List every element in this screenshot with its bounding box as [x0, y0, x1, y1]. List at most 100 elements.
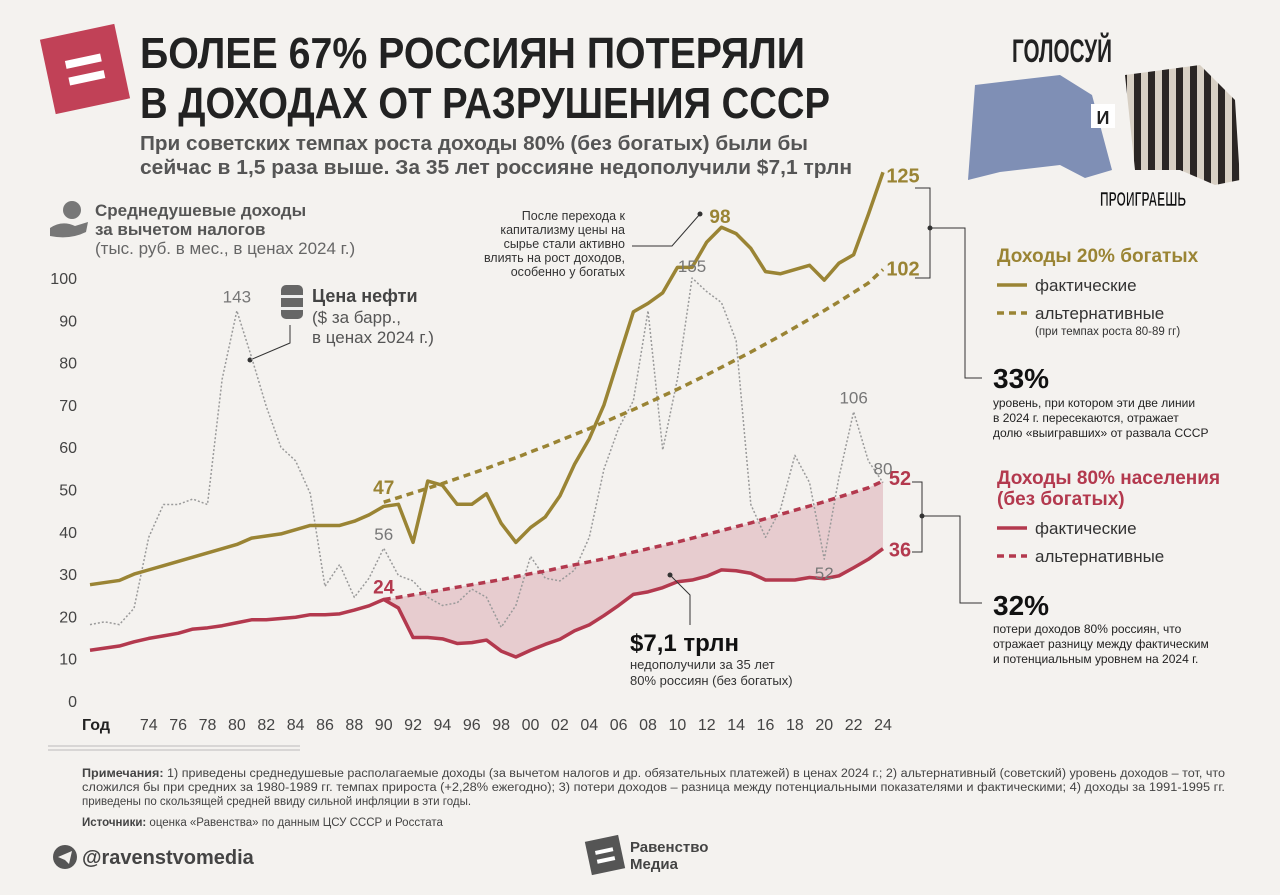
callout-text: потери доходов 80% россиян, что	[993, 622, 1182, 636]
plot: 0 10 20 30 40 50 60 70 80 90 100 74 76 78 80 82 84 86 88 90…	[50, 165, 919, 734]
callout-text: в 2024 г. пересекаются, отражает	[993, 411, 1179, 425]
oil-name: Цена нефти	[312, 286, 418, 306]
legend-label: альтернативные	[1035, 547, 1164, 566]
x-tick-label: 98	[492, 717, 510, 734]
x-tick-label: 14	[727, 717, 745, 734]
x-tick-label: 74	[140, 717, 158, 734]
y-tick-label: 70	[59, 398, 77, 415]
y-tick-label: 50	[59, 483, 77, 500]
x-tick-label: 24	[874, 717, 892, 734]
subtitle: При советских темпах роста доходы 80% (б…	[140, 133, 808, 155]
data-label: 155	[678, 257, 706, 276]
note-text: 1) приведены среднедушевые располагаемые…	[164, 768, 1225, 780]
x-tick-label: 18	[786, 717, 804, 734]
gap-text: 80% россиян (без богатых)	[630, 673, 793, 688]
promo-text: ГОЛОСУЙ	[1012, 33, 1112, 69]
annotation-text: сырье стали активно	[504, 237, 625, 251]
legend-label: альтернативные	[1035, 304, 1164, 323]
gap-value: $7,1 трлн	[630, 630, 739, 657]
series-line	[383, 479, 884, 602]
y-tick-label: 90	[59, 313, 77, 330]
legend-title: Доходы 80% населения	[997, 468, 1220, 489]
connector-dot	[919, 513, 925, 519]
data-label: 143	[223, 288, 251, 307]
x-tick-label: 00	[522, 717, 540, 734]
data-label: 52	[889, 468, 911, 490]
x-tick-label: 96	[463, 717, 481, 734]
series-line	[89, 277, 884, 629]
annotation-text: После перехода к	[522, 209, 626, 223]
x-tick-label: 90	[375, 717, 393, 734]
legend-note: (при темпах роста 80-89 гг)	[1035, 326, 1180, 338]
data-label: 56	[374, 525, 393, 544]
gap-text: недополучили за 35 лет	[630, 657, 775, 672]
x-tick-label: 78	[199, 717, 217, 734]
callout-value: 33%	[993, 363, 1049, 394]
x-tick-label: 16	[757, 717, 775, 734]
connector-dot	[697, 211, 703, 217]
peak-label: 98	[709, 207, 730, 228]
series-line	[383, 268, 885, 504]
x-tick-label: 82	[257, 717, 275, 734]
data-label: 47	[373, 478, 394, 499]
x-tick-label: 22	[845, 717, 863, 734]
data-label: 24	[373, 577, 395, 598]
callout-text: долю «выигравших» от развала СССР	[993, 426, 1208, 440]
series-line	[89, 547, 885, 659]
y-tick-label: 40	[59, 525, 77, 542]
promo: ГОЛОСУЙ И ПРОИГРАЕШЬ	[968, 33, 1240, 211]
y-tick-label: 80	[59, 356, 77, 373]
x-tick-label: 88	[345, 717, 363, 734]
annotation-text: капитализму цены на	[500, 223, 625, 237]
oil-unit: в ценах 2024 г.)	[312, 328, 434, 347]
source-text: оценка «Равенства» по данным ЦСУ СССР и …	[146, 817, 443, 829]
legend-label: фактические	[1035, 276, 1137, 295]
legend: Доходы 20% богатых фактические альтернатив…	[997, 246, 1220, 566]
note-label: Примечания:	[82, 768, 164, 780]
y-tick-label: 100	[50, 271, 77, 288]
y-label: Среднедушевые доходы за вычетом налогов …	[50, 201, 355, 258]
footer-logo	[584, 834, 626, 876]
x-tick-label: 84	[287, 717, 305, 734]
y-label: Среднедушевые доходы	[95, 201, 306, 220]
note-line: Примечания: 1) приведены среднедушевые р…	[82, 768, 1225, 780]
legend-title: (без богатых)	[997, 489, 1125, 510]
connector-dot	[667, 572, 673, 578]
title: В ДОХОДАХ ОТ РАЗРУШЕНИЯ СССР	[140, 79, 830, 128]
callout-text: уровень, при котором эти две линии	[993, 396, 1195, 410]
callout-value: 32%	[993, 590, 1049, 621]
connector	[632, 213, 701, 247]
x-tick-label: 08	[639, 717, 657, 734]
x-tick-label: 20	[815, 717, 833, 734]
connector-dot	[927, 225, 933, 231]
x-tick-label: 94	[434, 717, 452, 734]
y-tick-label: 0	[68, 694, 77, 711]
note-line: приведены по скользящей средней ввиду си…	[82, 796, 471, 808]
y-tick-label: 60	[59, 440, 77, 457]
brackets	[912, 187, 982, 604]
callout-text: и потенциальным уровнем на 2024 г.	[993, 652, 1198, 666]
promo-text: ПРОИГРАЕШЬ	[1100, 189, 1186, 211]
x-tick-label: 02	[551, 717, 569, 734]
y-unit: (тыс. руб. в мес., в ценах 2024 г.)	[95, 239, 355, 258]
annotation: После перехода к капитализму цены на сыр…	[484, 209, 626, 279]
x-tick-label: 04	[580, 717, 598, 734]
x-tick-label: 06	[610, 717, 628, 734]
data-label: 80	[874, 460, 893, 479]
y-tick-label: 30	[59, 567, 77, 584]
legend-label: фактические	[1035, 519, 1137, 538]
data-label: 106	[839, 389, 867, 408]
data-label: 52	[815, 564, 834, 583]
footer-handle[interactable]: @ravenstvomedia	[82, 847, 255, 869]
source-line: Источники: оценка «Равенства» по данным …	[82, 817, 443, 829]
promo-text: И	[1097, 108, 1110, 128]
y-label: за вычетом налогов	[95, 220, 265, 239]
callout-text: отражает разницу между фактическим	[993, 637, 1209, 651]
note-line: сложился бы при средних за 1980-1989 гг.…	[82, 782, 1225, 794]
title: БОЛЕЕ 67% РОССИЯН ПОТЕРЯЛИ	[140, 29, 805, 78]
logo	[39, 23, 131, 115]
connector	[669, 574, 691, 625]
x-axis-label: Год	[82, 717, 110, 734]
oil-label: Цена нефти ($ за барр., в ценах 2024 г.)	[247, 285, 434, 363]
